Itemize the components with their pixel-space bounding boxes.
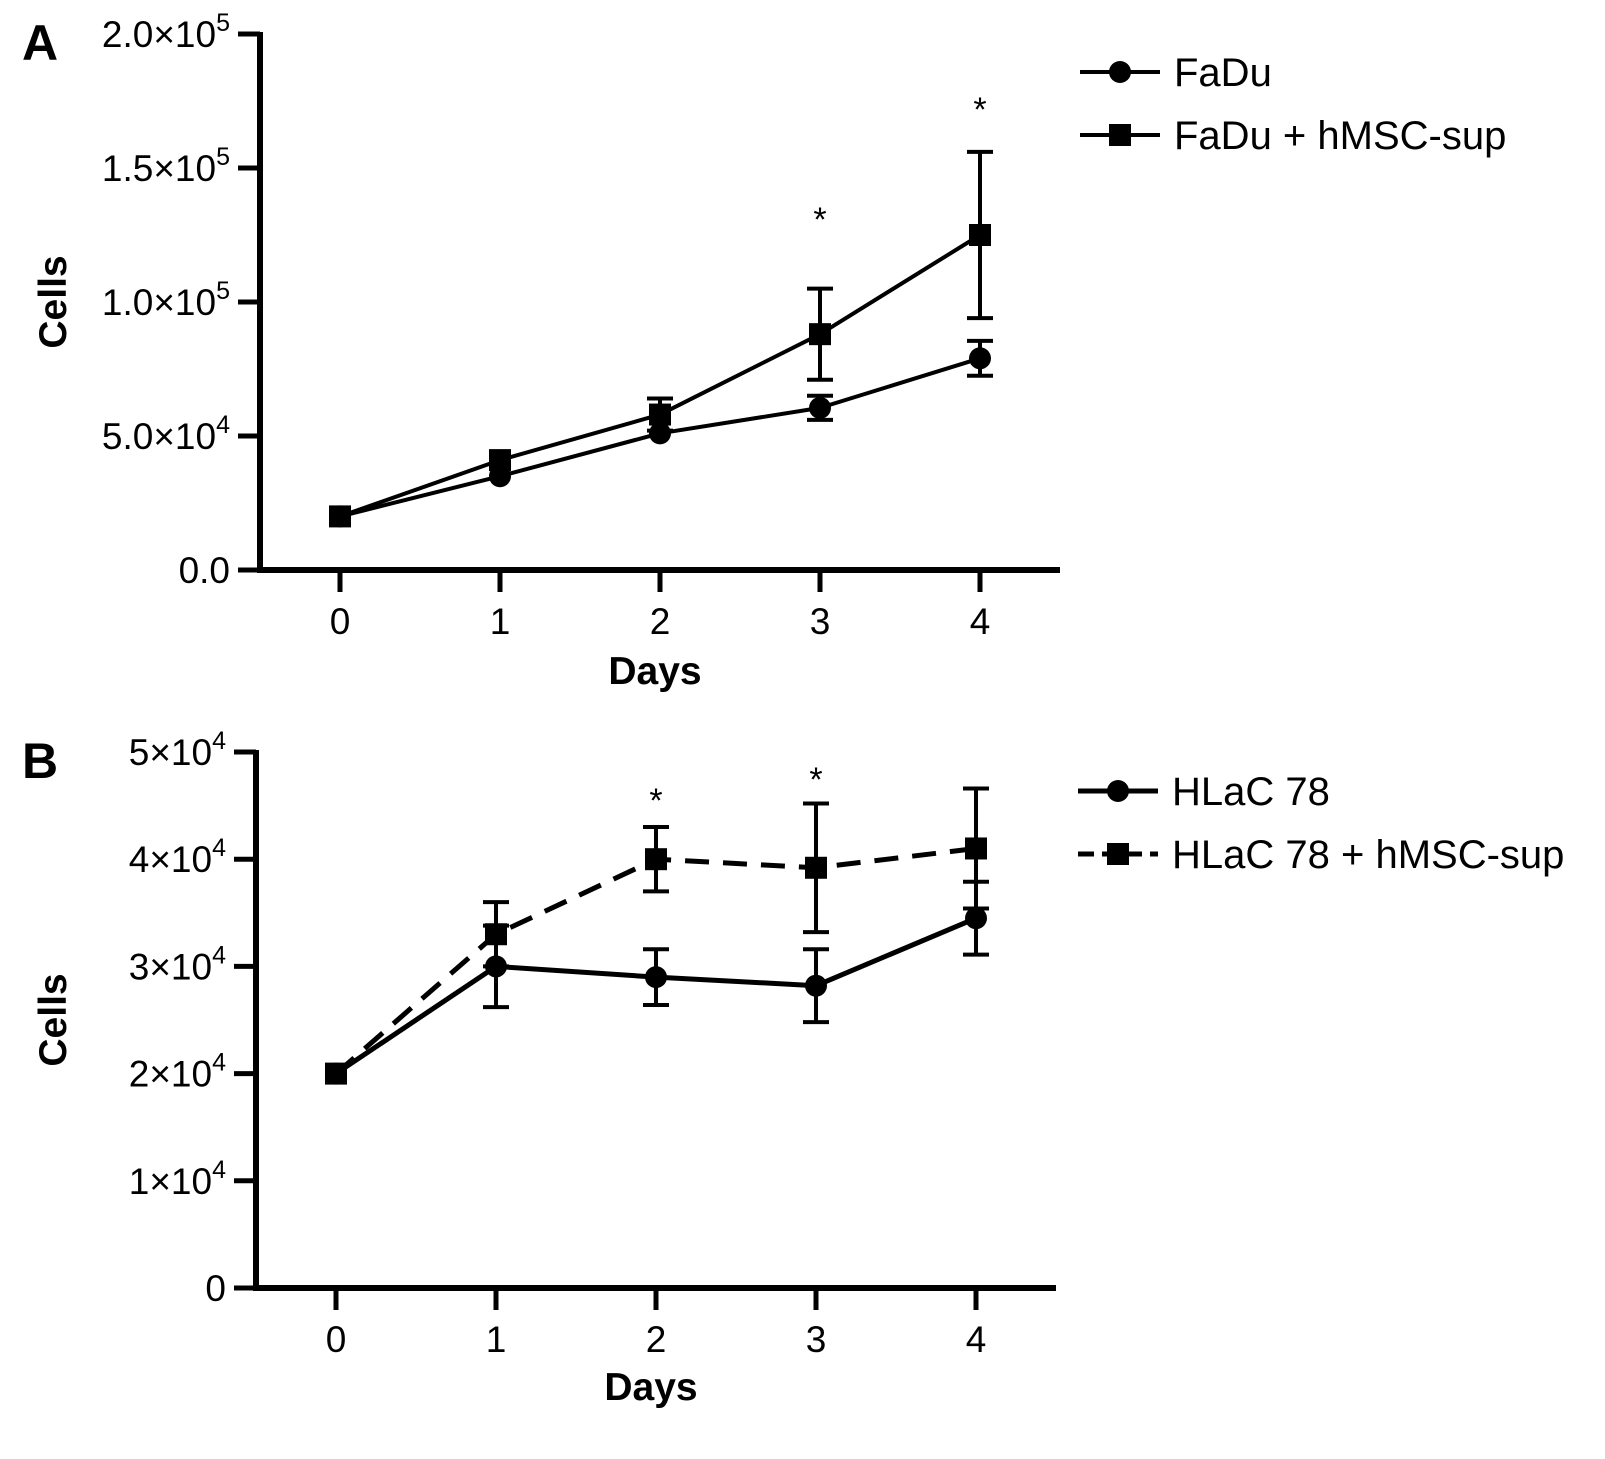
x-tick-label: 0 [330, 601, 351, 642]
data-point [805, 974, 827, 997]
y-tick-label: 5×104 [129, 727, 226, 773]
legend-label: HLaC 78 + hMSC-sup [1172, 833, 1564, 877]
series-2 [329, 149, 993, 528]
data-point [325, 1062, 347, 1085]
y-tick-label: 2.0×105 [102, 9, 230, 55]
chart-panel-a: 0.0 5.0×104 1.0×105 1.5×105 2.0×105 0 1 2 3 4 Days… [22, 9, 1506, 693]
y-tick-label: 4×104 [129, 834, 226, 880]
y-tick-label: 1×104 [129, 1156, 226, 1202]
data-point [809, 396, 831, 419]
panel-letter: B [22, 733, 58, 789]
significance-mark: * [809, 761, 822, 799]
legend-marker [1107, 780, 1129, 802]
x-tick-label: 3 [806, 1319, 827, 1360]
legend-marker [1107, 843, 1129, 865]
y-tick-label: 1.0×105 [102, 277, 230, 323]
x-axis-title: Days [604, 1366, 697, 1409]
x-tick-label: 3 [810, 601, 831, 642]
x-tick-label: 1 [490, 601, 511, 642]
series-1 [325, 879, 989, 1085]
data-point [649, 403, 671, 426]
chart-panel-b: 0 1×104 2×104 3×104 4×104 5×104 0 1 2 3 4 Days Cells… [22, 727, 1564, 1409]
x-tick-label: 4 [966, 1319, 987, 1360]
y-tick-label: 2×104 [129, 1049, 226, 1095]
legend-label: FaDu [1174, 51, 1272, 95]
series-line [339, 233, 982, 519]
y-tick-label: 0.0 [179, 550, 230, 591]
x-tick-label: 2 [650, 601, 671, 642]
data-point [645, 848, 667, 871]
y-tick-label: 3×104 [129, 941, 226, 987]
data-point [969, 347, 991, 370]
data-point [809, 323, 831, 346]
significance-mark: * [813, 201, 826, 239]
data-point [649, 422, 671, 445]
data-point [329, 505, 351, 528]
data-point [645, 966, 667, 989]
y-tick-label: 0 [205, 1268, 226, 1309]
significance-mark: * [649, 782, 662, 820]
data-point [969, 224, 991, 246]
panel-letter: A [22, 15, 58, 71]
significance-mark: * [973, 91, 986, 129]
y-axis-title: Cells [32, 255, 75, 348]
legend-label: FaDu + hMSC-sup [1174, 114, 1506, 158]
x-tick-label: 2 [646, 1319, 667, 1360]
x-tick-label: 0 [326, 1319, 347, 1360]
x-tick-label: 1 [486, 1319, 507, 1360]
data-point [489, 449, 511, 472]
x-axis-title: Days [608, 650, 701, 693]
legend-marker [1109, 124, 1131, 146]
x-tick-label: 4 [970, 601, 991, 642]
series-2 [325, 786, 989, 1085]
legend-marker [1109, 61, 1131, 83]
data-point [965, 907, 987, 930]
data-point [485, 923, 507, 946]
series-1 [329, 338, 993, 528]
y-tick-label: 5.0×104 [102, 411, 230, 457]
y-axis-title: Cells [32, 973, 75, 1066]
legend-label: HLaC 78 [1172, 770, 1330, 814]
y-tick-label: 1.5×105 [102, 143, 230, 189]
data-point [805, 856, 827, 879]
data-point [965, 837, 987, 860]
